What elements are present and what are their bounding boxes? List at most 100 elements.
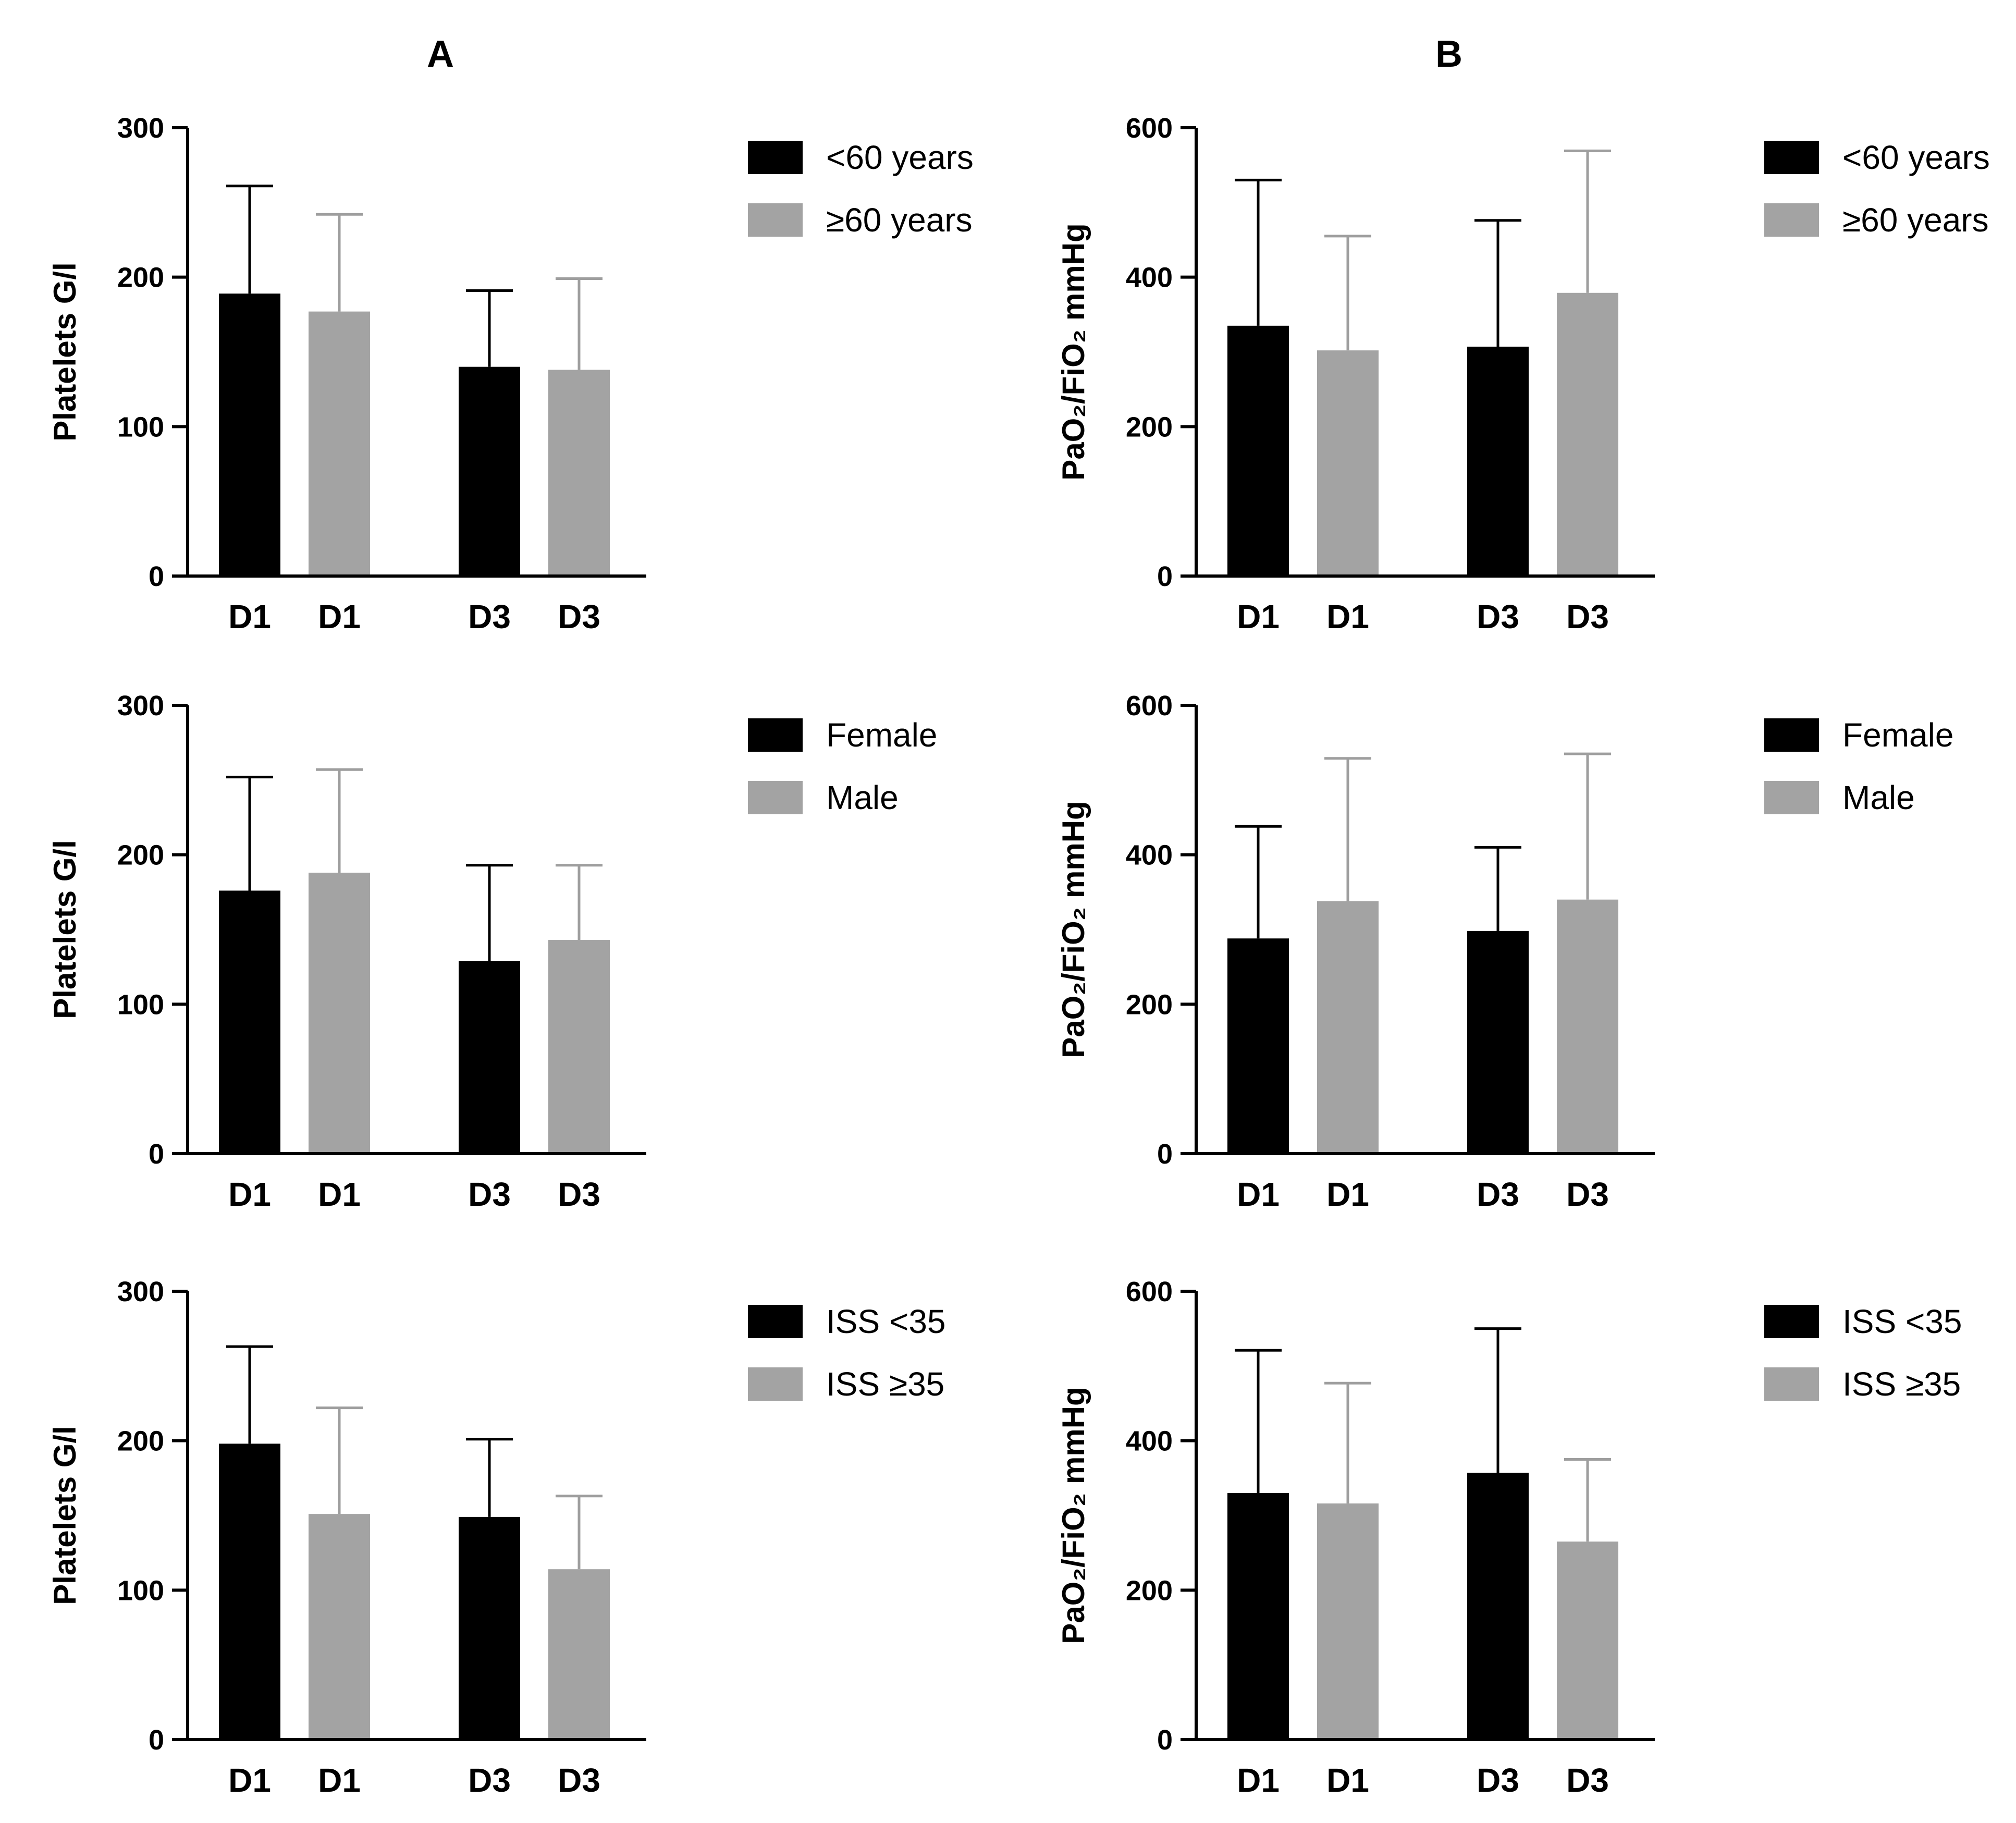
- legend-label: ISS <35: [826, 1303, 946, 1340]
- legend-swatch: [1764, 718, 1819, 752]
- x-tick-label: D1: [228, 1761, 271, 1799]
- y-tick-label: 400: [1126, 262, 1173, 293]
- x-tick-label: D3: [1477, 598, 1519, 635]
- x-tick-label: D3: [1477, 1176, 1519, 1213]
- bar: [548, 940, 610, 1154]
- chart-2: D1 D1 D3 D3 0 200 400 600 PaO₂/FiO₂ mmHg <60 year…: [1056, 113, 1990, 635]
- y-tick-label: 200: [117, 840, 164, 871]
- y-tick-label: 200: [117, 262, 164, 293]
- legend-label: ≥60 years: [826, 201, 973, 239]
- x-tick-label: D1: [1237, 1761, 1280, 1799]
- bar: [459, 961, 520, 1154]
- legend-swatch: [748, 141, 803, 174]
- legend-label: Female: [826, 716, 937, 754]
- chart-3: D1 D1 D3 D3 0 100 200 300 Platelets G/l Female Mal…: [47, 690, 937, 1213]
- y-tick-label: 0: [149, 1724, 164, 1756]
- x-tick-label: D3: [468, 1176, 511, 1213]
- y-axis-label: Platelets G/l: [47, 840, 82, 1019]
- x-tick-label: D3: [1566, 1176, 1609, 1213]
- y-axis-label: PaO₂/FiO₂ mmHg: [1056, 1387, 1091, 1644]
- x-tick-label: D3: [1566, 1761, 1609, 1799]
- bar: [1467, 931, 1529, 1154]
- y-tick-label: 300: [117, 690, 164, 721]
- panel-label-b: B: [1435, 33, 1462, 75]
- x-tick-label: D1: [318, 1176, 361, 1213]
- legend-label: Male: [1842, 779, 1915, 816]
- y-tick-label: 0: [1157, 1139, 1173, 1170]
- bar: [1317, 350, 1379, 576]
- chart-4: D1 D1 D3 D3 0 200 400 600 PaO₂/FiO₂ mmHg Female Ma…: [1056, 690, 1953, 1213]
- x-tick-label: D1: [1326, 1176, 1369, 1213]
- x-tick-label: D3: [558, 1761, 600, 1799]
- bar: [1227, 325, 1289, 576]
- legend-swatch: [748, 1367, 803, 1401]
- x-tick-label: D1: [1237, 1176, 1280, 1213]
- legend-swatch: [1764, 781, 1819, 814]
- bar: [1557, 899, 1618, 1154]
- y-tick-label: 200: [1126, 1575, 1173, 1606]
- legend-swatch: [1764, 141, 1819, 174]
- x-tick-label: D3: [468, 1761, 511, 1799]
- y-tick-label: 200: [1126, 411, 1173, 443]
- legend-label: ISS <35: [1842, 1303, 1962, 1340]
- y-axis-label: Platelets G/l: [47, 262, 82, 441]
- bar: [1317, 1503, 1379, 1740]
- y-tick-label: 0: [1157, 561, 1173, 592]
- legend-swatch: [748, 781, 803, 814]
- bar: [1557, 292, 1618, 576]
- x-tick-label: D3: [558, 598, 600, 635]
- legend-label: ISS ≥35: [826, 1365, 944, 1403]
- y-tick-label: 600: [1126, 113, 1173, 144]
- y-tick-label: 200: [117, 1426, 164, 1457]
- x-tick-label: D3: [1566, 598, 1609, 635]
- y-tick-label: 0: [149, 561, 164, 592]
- y-tick-label: 300: [117, 1276, 164, 1307]
- bar: [309, 873, 370, 1154]
- bar: [219, 890, 280, 1154]
- legend-swatch: [748, 203, 803, 237]
- legend-swatch: [1764, 1305, 1819, 1338]
- y-tick-label: 300: [117, 113, 164, 144]
- chart-5: D1 D1 D3 D3 0 100 200 300 Platelets G/l ISS <35 IS…: [47, 1276, 946, 1799]
- bar: [1227, 938, 1289, 1154]
- y-tick-label: 100: [117, 989, 164, 1020]
- legend-label: Male: [826, 779, 899, 816]
- bar: [309, 311, 370, 576]
- x-tick-label: D3: [468, 598, 511, 635]
- legend-swatch: [748, 1305, 803, 1338]
- bar: [1467, 346, 1529, 576]
- bar: [548, 370, 610, 576]
- bar: [219, 293, 280, 576]
- charts-container: D1 D1 D3 D3 0 100 200 300 Platelets G/l <60 years…: [47, 113, 1990, 1799]
- x-tick-label: D1: [1326, 598, 1369, 635]
- chart-1: D1 D1 D3 D3 0 100 200 300 Platelets G/l <60 years…: [47, 113, 974, 635]
- x-tick-label: D3: [1477, 1761, 1519, 1799]
- bar: [1467, 1473, 1529, 1740]
- bar: [1227, 1493, 1289, 1740]
- x-tick-label: D1: [1326, 1761, 1369, 1799]
- y-tick-label: 200: [1126, 989, 1173, 1020]
- legend-label: ≥60 years: [1842, 201, 1989, 239]
- panel-label-a: A: [427, 33, 454, 75]
- chart-6: D1 D1 D3 D3 0 200 400 600 PaO₂/FiO₂ mmHg ISS <35 I…: [1056, 1276, 1962, 1799]
- legend-label: <60 years: [1842, 139, 1990, 176]
- bar: [548, 1569, 610, 1740]
- y-tick-label: 100: [117, 411, 164, 443]
- y-tick-label: 400: [1126, 1426, 1173, 1457]
- legend-swatch: [748, 718, 803, 752]
- y-tick-label: 400: [1126, 840, 1173, 871]
- legend-label: ISS ≥35: [1842, 1365, 1961, 1403]
- y-axis-label: Platelets G/l: [47, 1426, 82, 1605]
- legend-label: Female: [1842, 716, 1953, 754]
- bar: [459, 1516, 520, 1740]
- bar: [1317, 901, 1379, 1154]
- legend-swatch: [1764, 203, 1819, 237]
- legend-swatch: [1764, 1367, 1819, 1401]
- y-tick-label: 0: [149, 1139, 164, 1170]
- x-tick-label: D1: [228, 598, 271, 635]
- x-tick-label: D1: [1237, 598, 1280, 635]
- x-tick-label: D3: [558, 1176, 600, 1213]
- x-tick-label: D1: [318, 1761, 361, 1799]
- bar: [459, 366, 520, 576]
